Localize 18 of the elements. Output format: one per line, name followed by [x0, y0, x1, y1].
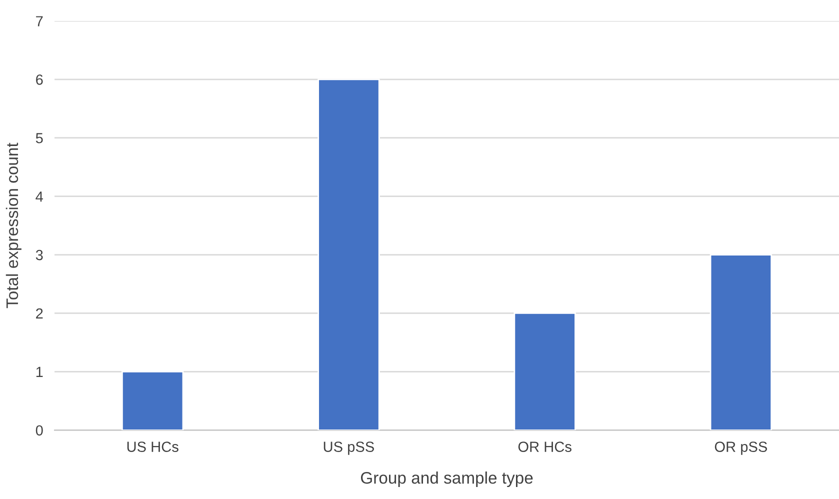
- x-tick-label: OR pSS: [714, 442, 768, 455]
- y-tick-label: 0: [36, 425, 43, 436]
- x-tick-label: OR HCs: [518, 442, 572, 452]
- y-tick-label: 1: [36, 366, 43, 377]
- bar: [710, 254, 772, 430]
- x-tick-label: US pSS: [324, 442, 374, 455]
- bar: [318, 78, 380, 430]
- y-tick-label: 6: [36, 74, 43, 85]
- y-tick-label: 7: [36, 16, 43, 26]
- y-tick-label: 5: [36, 133, 43, 144]
- y-tick-label: 4: [36, 192, 43, 202]
- bar: [122, 370, 184, 430]
- x-axis-title: Group and sample type: [360, 472, 533, 488]
- y-tick-label: 2: [36, 308, 43, 319]
- y-tick-label: 3: [36, 250, 43, 260]
- x-tick-label: US HCs: [127, 442, 178, 452]
- bar: [514, 312, 576, 430]
- y-axis-title: Total expression count: [6, 142, 22, 308]
